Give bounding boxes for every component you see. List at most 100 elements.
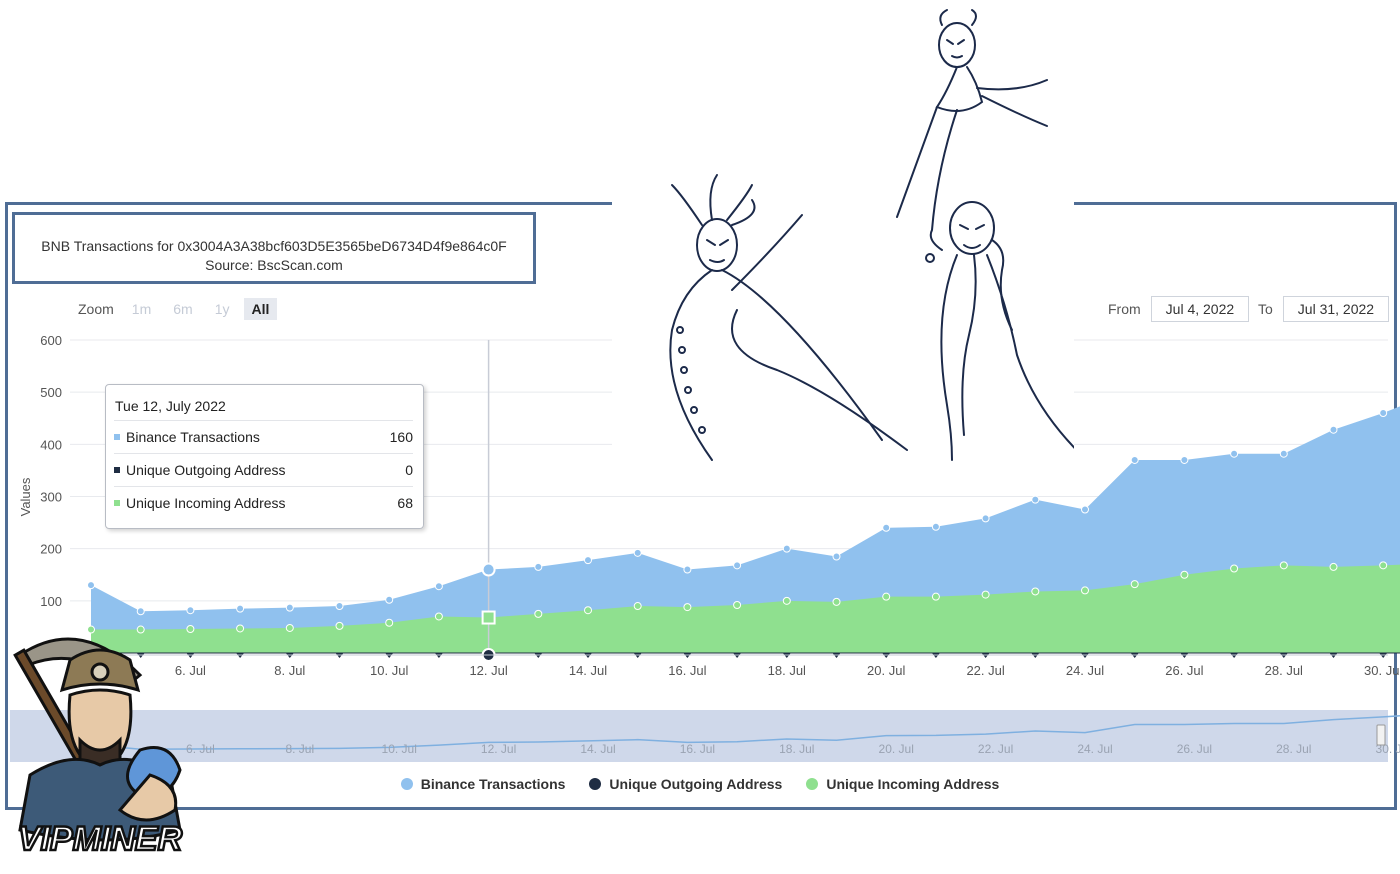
navigator-tick-label: 16. Jul xyxy=(680,742,715,756)
binance-point[interactable] xyxy=(335,602,344,611)
binance-point[interactable] xyxy=(236,604,245,613)
zoom-all-button[interactable]: All xyxy=(243,298,278,320)
binance-point[interactable] xyxy=(87,581,95,590)
binance-point[interactable] xyxy=(434,582,443,591)
tooltip-row-label: Unique Outgoing Address xyxy=(126,462,286,478)
x-tick-label: 8. Jul xyxy=(274,663,305,678)
navigator-tick-label: 12. Jul xyxy=(481,742,516,756)
incoming-point[interactable] xyxy=(1279,561,1288,570)
unique-incoming-area xyxy=(91,564,1400,653)
binance-point[interactable] xyxy=(931,522,940,531)
zoom-1y-button[interactable]: 1y xyxy=(214,301,230,317)
legend-item-incoming[interactable]: Unique Incoming Address xyxy=(806,776,999,792)
incoming-point[interactable] xyxy=(385,618,394,627)
outgoing-swatch-icon xyxy=(114,467,120,473)
binance-point[interactable] xyxy=(832,552,841,561)
incoming-point[interactable] xyxy=(534,609,543,618)
binance-point[interactable] xyxy=(385,595,394,604)
binance-point[interactable] xyxy=(534,562,543,571)
zoom-6m-button[interactable]: 6m xyxy=(173,301,193,317)
to-date-input[interactable]: Jul 31, 2022 xyxy=(1282,296,1390,322)
binance-point[interactable] xyxy=(1180,455,1189,464)
binance-point[interactable] xyxy=(1379,409,1388,418)
from-label: From xyxy=(1108,301,1141,317)
navigator-tick-label: 22. Jul xyxy=(978,742,1013,756)
binance-point[interactable] xyxy=(683,565,692,574)
navigator-tick-label: 26. Jul xyxy=(1177,742,1212,756)
from-date-input[interactable]: Jul 4, 2022 xyxy=(1150,296,1250,322)
vipminer-logo: VIPMINER xyxy=(13,637,184,859)
tooltip-row: Unique Incoming Address 68 xyxy=(114,486,413,519)
incoming-point[interactable] xyxy=(832,597,841,606)
incoming-point[interactable] xyxy=(1081,586,1089,595)
incoming-point[interactable] xyxy=(1031,587,1040,596)
binance-point[interactable] xyxy=(1130,455,1139,464)
incoming-point[interactable] xyxy=(335,621,344,630)
navigator-tick-label: 24. Jul xyxy=(1077,742,1112,756)
zoom-1m-button[interactable]: 1m xyxy=(131,301,152,317)
y-axis-ticks: 100 200 300 400 500 600 xyxy=(40,333,62,609)
navigator-tick-label: 20. Jul xyxy=(879,742,914,756)
tooltip-row-value: 0 xyxy=(405,462,413,478)
incoming-point[interactable] xyxy=(186,625,195,634)
incoming-point[interactable] xyxy=(733,601,742,610)
navigator[interactable]: 6. Jul 8. Jul 10. Jul 12. Jul 14. Jul 16. Jul… xyxy=(10,710,1400,762)
x-tick-label: 10. Jul xyxy=(370,663,408,678)
incoming-point[interactable] xyxy=(434,612,443,621)
incoming-point[interactable] xyxy=(87,625,95,634)
chart-title: BNB Transactions for 0x3004A3A38bcf603D5… xyxy=(41,238,507,254)
logo-text: VIPMINER xyxy=(18,820,183,858)
tooltip-row-value: 68 xyxy=(397,495,413,511)
binance-point[interactable] xyxy=(733,561,742,570)
binance-point[interactable] xyxy=(1031,495,1040,504)
incoming-point[interactable] xyxy=(1379,561,1388,570)
x-tick-label: 30. Jul xyxy=(1364,663,1400,678)
navigator-tick-label: 10. Jul xyxy=(382,742,417,756)
incoming-point[interactable] xyxy=(1230,564,1239,573)
binance-point[interactable] xyxy=(1081,505,1089,514)
navigator-series-line xyxy=(90,715,1400,750)
navigator-tick-label: 14. Jul xyxy=(580,742,615,756)
legend-dot-icon xyxy=(400,778,413,790)
tooltip-date: Tue 12, July 2022 xyxy=(115,398,226,414)
incoming-point[interactable] xyxy=(981,590,990,599)
binance-point[interactable] xyxy=(981,514,990,523)
navigator-handle-icon[interactable] xyxy=(1376,724,1386,746)
binance-point[interactable] xyxy=(584,556,592,565)
incoming-point[interactable] xyxy=(236,624,245,633)
incoming-point[interactable] xyxy=(782,596,791,605)
binance-point[interactable] xyxy=(782,544,791,553)
range-to: To Jul 31, 2022 xyxy=(1258,296,1390,322)
binance-point[interactable] xyxy=(1230,449,1239,458)
binance-point[interactable] xyxy=(882,523,891,532)
binance-point[interactable] xyxy=(1329,425,1338,434)
legend-item-outgoing[interactable]: Unique Outgoing Address xyxy=(589,776,782,792)
binance-point[interactable] xyxy=(633,548,642,557)
incoming-point[interactable] xyxy=(633,602,642,611)
incoming-point[interactable] xyxy=(882,592,891,601)
tooltip-row: Binance Transactions 160 xyxy=(114,420,413,453)
tooltip-row-label: Unique Incoming Address xyxy=(126,495,286,511)
binance-point[interactable] xyxy=(285,603,294,612)
incoming-point[interactable] xyxy=(1329,562,1338,571)
incoming-point[interactable] xyxy=(584,606,592,615)
incoming-point[interactable] xyxy=(683,603,692,612)
legend-label: Unique Incoming Address xyxy=(826,776,1000,792)
incoming-highlight-point xyxy=(481,610,496,625)
incoming-point[interactable] xyxy=(285,623,294,632)
x-tick-label: 18. Jul xyxy=(768,663,806,678)
tooltip-row-label: Binance Transactions xyxy=(126,429,260,445)
binance-point[interactable] xyxy=(136,607,145,616)
binance-point[interactable] xyxy=(186,606,195,615)
incoming-point[interactable] xyxy=(136,625,145,634)
range-from: From Jul 4, 2022 xyxy=(1108,296,1250,322)
y-tick-label: 300 xyxy=(40,489,62,504)
chart-legend: Binance Transactions Unique Outgoing Add… xyxy=(0,776,1400,792)
incoming-point[interactable] xyxy=(931,592,940,601)
legend-item-binance[interactable]: Binance Transactions xyxy=(400,776,565,792)
x-tick-label: 22. Jul xyxy=(966,663,1004,678)
incoming-point[interactable] xyxy=(1130,580,1139,589)
incoming-point[interactable] xyxy=(1180,570,1189,579)
binance-point[interactable] xyxy=(1279,449,1288,458)
